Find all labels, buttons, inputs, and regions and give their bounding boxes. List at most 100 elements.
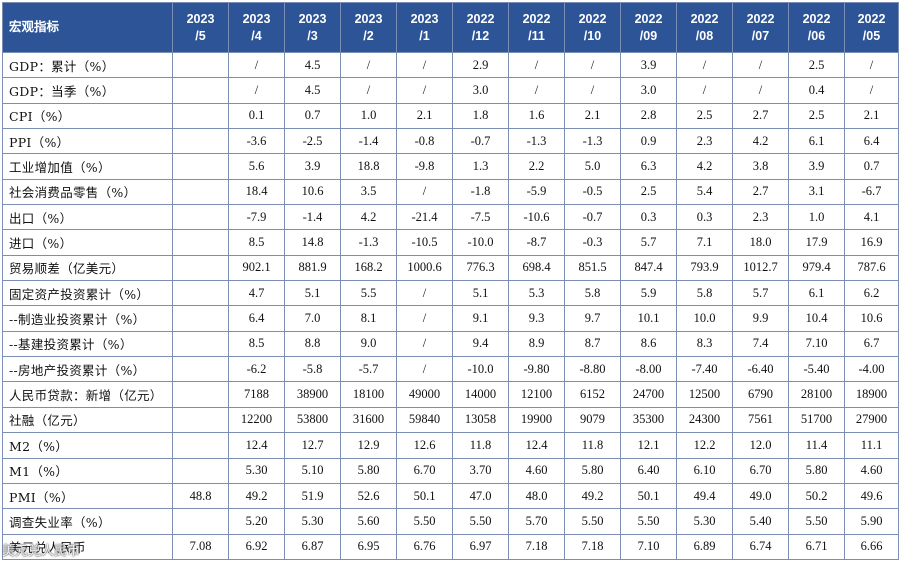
table-row: 固定资产投资累计（%） 4.7 5.1 5.5/5.1 5.3 5.8 5.9 5.8 5.7 6… <box>2 280 899 307</box>
value-cell: 12.1 <box>620 432 677 459</box>
value-cell: 6152 <box>564 381 621 408</box>
indicator-label: --基建投资累计（%） <box>2 330 173 358</box>
value-cell: 6.1 <box>788 280 845 307</box>
value-cell: 7.18 <box>564 533 621 561</box>
table-row: 社会消费品零售（%） 18.4 10.6 3.5/-1.8 -5.9 -0.5 2.5 5.4… <box>2 178 899 206</box>
indicator-label: 美元兑人民币 <box>2 533 173 561</box>
value-cell: -10.6 <box>508 204 565 231</box>
value-cell: 2.8 <box>620 102 677 130</box>
period-year: 2022 <box>857 11 886 26</box>
value-cell: / <box>844 77 899 104</box>
value-cell: 6.10 <box>676 457 733 484</box>
value-cell: -9.80 <box>508 356 565 383</box>
period-header: 2023/4 <box>228 2 285 53</box>
value-cell: 6.40 <box>620 457 677 484</box>
indicator-label: 固定资产投资累计（%） <box>2 280 173 307</box>
value-cell: 5.6 <box>228 153 285 180</box>
period-month: /09 <box>639 28 658 43</box>
value-cell: -7.5 <box>452 204 509 231</box>
value-cell: 5.80 <box>564 457 621 484</box>
value-cell: -5.7 <box>340 356 397 383</box>
value-cell: 12500 <box>676 381 733 408</box>
value-cell: 5.1 <box>284 280 341 307</box>
value-cell <box>172 330 229 358</box>
period-year: 2022 <box>634 11 663 26</box>
period-month: /12 <box>471 28 490 43</box>
indicator-label: M2（%） <box>2 432 173 459</box>
indicator-label: GDP：累计（%） <box>2 51 173 79</box>
value-cell: 50.2 <box>788 482 845 510</box>
value-cell: 168.2 <box>340 254 397 282</box>
value-cell: 31600 <box>340 406 397 434</box>
value-cell: / <box>508 77 565 104</box>
value-cell: 8.3 <box>676 330 733 358</box>
value-cell: 0.9 <box>620 128 677 155</box>
period-year: 2022 <box>802 11 831 26</box>
value-cell: 14.8 <box>284 229 341 256</box>
value-cell: -2.5 <box>284 128 341 155</box>
value-cell: / <box>564 77 621 104</box>
period-header: 2022/08 <box>676 2 733 53</box>
value-cell: 8.5 <box>228 229 285 256</box>
table-row: 人民币贷款：新增（亿元） 7188 38900 18100 49000 14000 1210… <box>2 381 899 408</box>
value-cell: 9.0 <box>340 330 397 358</box>
value-cell <box>172 457 229 484</box>
period-header: 2023/5 <box>172 2 229 53</box>
table-row: 社融（亿元） 12200 53800 31600 59840 13058 19900 9079… <box>2 406 899 434</box>
value-cell <box>172 381 229 408</box>
value-cell: 4.2 <box>340 204 397 231</box>
value-cell: / <box>228 77 285 104</box>
value-cell: 2.2 <box>508 153 565 180</box>
value-cell: 902.1 <box>228 254 285 282</box>
value-cell: 787.6 <box>844 254 899 282</box>
value-cell: / <box>396 356 453 383</box>
value-cell: 5.8 <box>564 280 621 307</box>
value-cell: / <box>396 330 453 358</box>
indicator-label: PPI（%） <box>2 128 173 155</box>
value-cell: 5.70 <box>508 508 565 535</box>
value-cell: 4.60 <box>508 457 565 484</box>
value-cell: / <box>340 77 397 104</box>
value-cell: 776.3 <box>452 254 509 282</box>
value-cell: 7.10 <box>620 533 677 561</box>
indicator-label: PMI（%） <box>2 482 173 510</box>
value-cell: 5.0 <box>564 153 621 180</box>
value-cell: -5.8 <box>284 356 341 383</box>
period-header: 2023/2 <box>340 2 397 53</box>
value-cell: 4.1 <box>844 204 899 231</box>
value-cell: 49.4 <box>676 482 733 510</box>
value-cell: 5.5 <box>340 280 397 307</box>
period-year: 2022 <box>522 11 551 26</box>
header-row: 宏观指标 2023/5 2023/4 2023/3 2023/2 2023/1 2022/… <box>2 2 899 53</box>
value-cell: 847.4 <box>620 254 677 282</box>
value-cell: -1.3 <box>564 128 621 155</box>
period-header: 2022/12 <box>452 2 509 53</box>
value-cell: 1.8 <box>452 102 509 130</box>
value-cell: 3.0 <box>452 77 509 104</box>
value-cell <box>172 229 229 256</box>
value-cell <box>172 102 229 130</box>
value-cell <box>172 280 229 307</box>
value-cell: 35300 <box>620 406 677 434</box>
value-cell: / <box>340 51 397 79</box>
value-cell: 48.0 <box>508 482 565 510</box>
table-row: --制造业投资累计（%） 6.4 7.0 8.1/9.1 9.3 9.7 10.1 10.0 9… <box>2 305 899 332</box>
value-cell: 3.8 <box>732 153 789 180</box>
value-cell: 5.30 <box>676 508 733 535</box>
value-cell: 11.8 <box>452 432 509 459</box>
value-cell: 28100 <box>788 381 845 408</box>
value-cell: 793.9 <box>676 254 733 282</box>
value-cell: 27900 <box>844 406 899 434</box>
value-cell: 12100 <box>508 381 565 408</box>
value-cell: 11.1 <box>844 432 899 459</box>
value-cell: 7.18 <box>508 533 565 561</box>
value-cell: 12.4 <box>508 432 565 459</box>
value-cell: 3.9 <box>284 153 341 180</box>
value-cell: / <box>676 77 733 104</box>
value-cell: 5.7 <box>732 280 789 307</box>
value-cell: 7561 <box>732 406 789 434</box>
value-cell: 8.5 <box>228 330 285 358</box>
value-cell <box>172 356 229 383</box>
period-header: 2023/1 <box>396 2 453 53</box>
value-cell: 49.2 <box>228 482 285 510</box>
